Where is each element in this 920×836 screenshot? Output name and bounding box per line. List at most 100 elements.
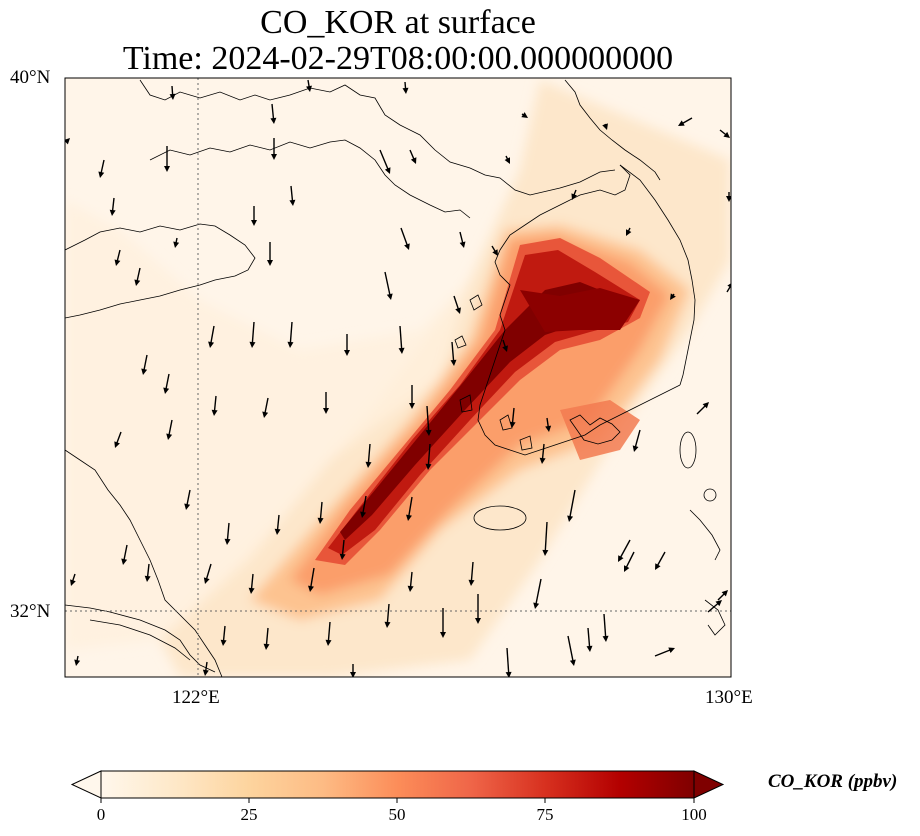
wind-arrow-head — [624, 565, 630, 572]
wind-arrow-head — [409, 403, 415, 409]
wind-arrow-head — [109, 209, 116, 216]
wind-arrow-head — [533, 602, 540, 609]
wind-arrow-head — [509, 421, 516, 428]
wind-arrow-head — [505, 671, 512, 677]
wind-arrow — [427, 443, 431, 467]
wind-arrow-head — [325, 639, 332, 646]
wind-arrow-head — [450, 359, 457, 366]
wind-arrow — [265, 627, 269, 647]
wind-arrow-head — [271, 154, 277, 160]
wind-arrow-head — [384, 167, 391, 174]
colorbar-extend-max — [693, 770, 725, 799]
wind-arrow-head — [263, 643, 270, 650]
map-frame — [64, 77, 732, 678]
wind-arrow-head — [308, 585, 314, 592]
wind-arrow-head — [350, 672, 356, 677]
wind-arrow-head — [721, 590, 728, 597]
wind-arrow-head — [98, 171, 105, 178]
wind-arrow-head — [459, 241, 466, 248]
wind-arrow-head — [726, 196, 731, 202]
wind-arrow — [409, 571, 413, 589]
wind-arrow — [115, 431, 122, 445]
map-title: CO_KOR at surface — [260, 4, 536, 41]
wind-arrow — [210, 325, 215, 345]
wind-arrow — [625, 551, 635, 569]
wind-arrow-head — [306, 85, 312, 92]
wind-arrow-head — [407, 585, 414, 592]
wind-arrow-head — [386, 293, 393, 300]
wind-arrow — [379, 149, 390, 171]
wind-arrow-head — [317, 517, 324, 524]
wind-arrow-head — [144, 575, 151, 582]
wind-arrow-head — [402, 87, 409, 94]
wind-arrow-head — [655, 563, 661, 570]
wind-arrow — [146, 563, 150, 579]
wind-arrow-head — [141, 368, 148, 375]
wind-arrow-head — [360, 511, 367, 518]
wind-arrow — [168, 419, 173, 437]
wind-arrow — [707, 602, 720, 613]
map-subtitle: Time: 2024-02-29T08:00:00.000000000 — [122, 40, 674, 77]
wind-arrow — [407, 496, 413, 518]
wind-arrow-head — [203, 577, 210, 584]
colorbar — [70, 770, 725, 803]
wind-arrow-head — [723, 131, 730, 138]
lon-label-130e: 130°E — [705, 687, 753, 708]
wind-arrow — [567, 635, 574, 663]
wind-arrow-head — [504, 157, 510, 164]
wind-arrow — [535, 578, 542, 606]
wind-arrow — [569, 489, 576, 519]
wind-arrow — [136, 267, 141, 283]
wind-arrow-head — [274, 528, 281, 535]
wind-arrow-head — [251, 220, 257, 226]
wind-arrow-head — [668, 647, 675, 654]
wind-vectors — [65, 79, 731, 677]
wind-arrow-head — [539, 457, 546, 464]
wind-arrow-head — [670, 293, 676, 300]
wind-arrow-head — [289, 199, 296, 206]
wind-arrow — [367, 443, 371, 465]
wind-arrow-head — [202, 669, 209, 676]
wind-arrow-head — [262, 411, 269, 418]
wind-arrow-head — [323, 408, 329, 414]
wind-arrow — [603, 613, 607, 639]
wind-arrow-head — [114, 259, 121, 266]
lat-label-40n: 40°N — [10, 67, 51, 88]
wind-arrow — [341, 539, 345, 557]
wind-arrow-head — [114, 441, 120, 448]
wind-arrow — [506, 647, 510, 675]
wind-arrow — [451, 341, 455, 363]
wind-arrow-head — [184, 503, 191, 510]
wind-arrow-head — [208, 341, 215, 348]
wind-arrow-head — [406, 514, 412, 521]
wind-arrow-head — [440, 632, 446, 638]
wind-arrow — [634, 429, 641, 449]
colorbar-gradient — [101, 771, 694, 798]
wind-arrow — [276, 514, 280, 532]
wind-arrow — [541, 443, 545, 461]
wind-arrow — [116, 249, 121, 263]
wind-arrow — [251, 321, 255, 345]
wind-arrow-head — [248, 587, 255, 594]
wind-arrow-head — [571, 193, 578, 200]
wind-arrow — [165, 373, 170, 391]
wind-arrow-head — [166, 433, 173, 440]
colorbar-tick-0: 0 — [96, 805, 106, 824]
wind-arrow — [290, 185, 294, 203]
wind-arrow — [213, 395, 217, 413]
wind-arrow — [400, 227, 409, 247]
wind-arrow-head — [542, 549, 549, 556]
wind-arrow-head — [632, 445, 639, 452]
wind-arrow-head — [602, 635, 609, 642]
wind-arrow — [186, 489, 191, 507]
jeju-island — [473, 505, 527, 531]
wind-arrow-head — [702, 402, 709, 409]
wind-arrow-head — [602, 123, 608, 130]
wind-arrow — [226, 522, 230, 542]
wind-arrow-head — [545, 425, 552, 432]
wind-arrow — [111, 197, 115, 213]
wind-arrow — [123, 544, 128, 562]
wind-arrow — [289, 321, 293, 345]
wind-arrow-head — [220, 639, 227, 646]
wind-arrow-head — [70, 579, 76, 586]
